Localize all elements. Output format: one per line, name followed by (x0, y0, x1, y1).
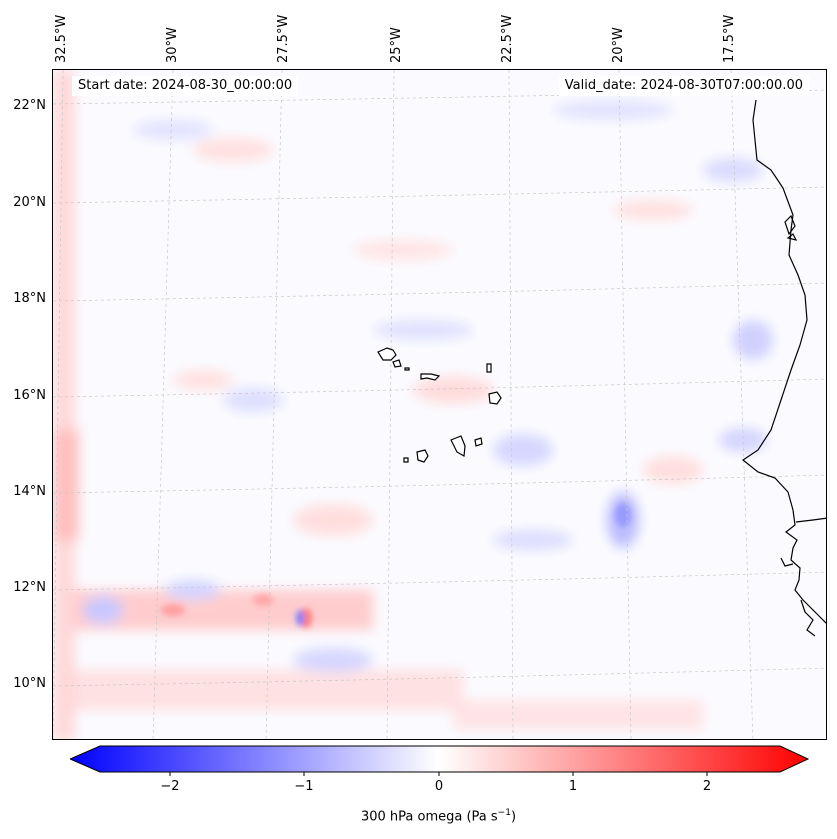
lat-label-14n: 14°N (13, 484, 46, 499)
colorbar-tick-2: 2 (702, 779, 712, 794)
colorbar-ticks (169, 772, 708, 776)
omega-field-map (53, 70, 826, 739)
lat-label-20n: 20°N (13, 195, 46, 210)
colorbar-tick-neg2: −2 (160, 779, 180, 794)
valid-date-label: Valid_date: 2024-08-30T07:00:00.00 (558, 76, 809, 96)
colorbar-label: 300 hPa omega (Pa s−1) (360, 808, 517, 825)
coastline (741, 99, 826, 637)
lon-label-22-5w: 22.5°W (500, 14, 515, 63)
lon-label-30w: 30°W (165, 27, 180, 63)
omega-local-extremes (161, 503, 631, 628)
lon-label-20w: 20°W (611, 27, 626, 63)
colorbar-tick-neg1: −1 (294, 779, 314, 794)
start-date-label: Start date: 2024-08-30_00:00:00 (72, 76, 299, 96)
lat-label-12n: 12°N (13, 580, 46, 595)
omega-anomaly-patches (53, 70, 773, 739)
lon-label-32-5w: 32.5°W (54, 14, 69, 63)
colorbar-tick-1: 1 (568, 779, 578, 794)
graticule (53, 70, 826, 739)
lat-label-16n: 16°N (13, 388, 46, 403)
lat-label-18n: 18°N (13, 291, 46, 306)
lat-label-22n: 22°N (13, 98, 46, 113)
lon-label-27-5w: 27.5°W (276, 14, 291, 63)
cape-verde-islands (377, 347, 502, 463)
map-frame (52, 69, 827, 740)
lat-label-10n: 10°N (13, 676, 46, 691)
colorbar-tick-0: 0 (434, 779, 444, 794)
lon-label-25w: 25°W (389, 27, 404, 63)
lon-label-17-5w: 17.5°W (722, 14, 737, 63)
colorbar (70, 745, 810, 776)
